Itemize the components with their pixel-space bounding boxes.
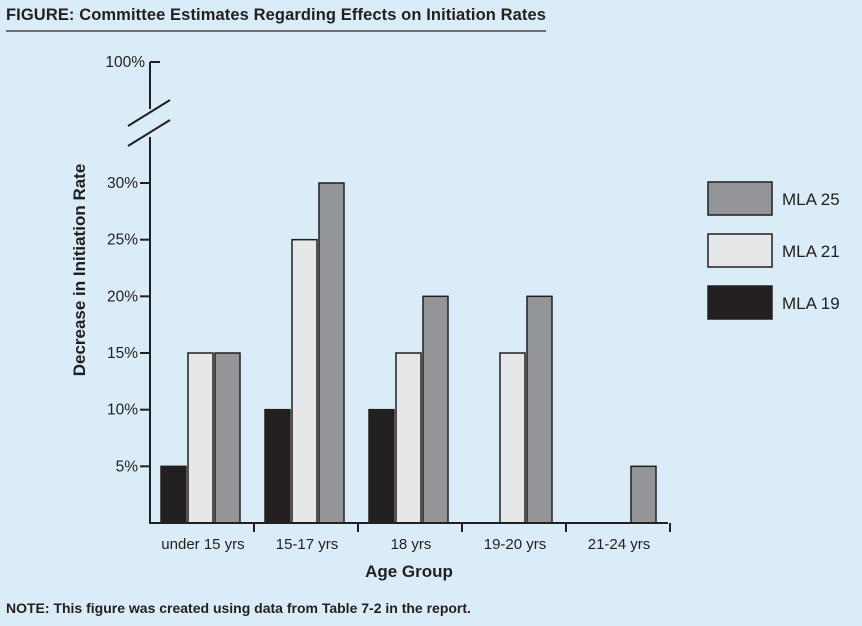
bar-mla-25-18-yrs <box>422 295 449 524</box>
y-tick-label-100: 100% <box>105 54 145 71</box>
bar-mla-25-19-20-yrs <box>526 295 553 524</box>
bar-mla-25-under-15-yrs <box>214 352 241 524</box>
axes-group <box>127 61 671 532</box>
x-label-15-17-yrs: 15-17 yrs <box>276 536 339 553</box>
y-axis-title: Decrease in Initiation Rate <box>70 164 89 377</box>
bar-mla-21-18-yrs <box>395 352 422 524</box>
bar-mla-19-under-15-yrs <box>160 465 187 524</box>
legend-swatch-mla-19 <box>707 285 773 320</box>
bar-mla-21-under-15-yrs <box>187 352 214 524</box>
legend-swatch-mla-21 <box>707 233 773 268</box>
x-label-18-yrs: 18 yrs <box>391 536 432 553</box>
x-label-under-15-yrs: under 15 yrs <box>161 536 244 553</box>
y-tick-label-10: 10% <box>107 402 138 419</box>
labels-group: 5% 10% 15% 20% 25% 30% 100% under 15 yrs 15-17 y… <box>70 54 650 581</box>
bar-mla-25-15-17-yrs <box>318 182 345 524</box>
figure-title: FIGURE: Committee Estimates Regarding Ef… <box>6 6 547 32</box>
y-tick-label-20: 20% <box>107 288 138 305</box>
bar-mla-21-19-20-yrs <box>499 352 526 524</box>
legend-label-mla-21: MLA 21 <box>782 242 840 261</box>
y-tick-label-5: 5% <box>116 458 139 475</box>
figure-note: NOTE: This figure was created using data… <box>6 600 471 616</box>
bars-group <box>160 182 657 524</box>
legend-label-mla-19: MLA 19 <box>782 294 840 313</box>
x-label-19-20-yrs: 19-20 yrs <box>484 536 547 553</box>
x-axis-title: Age Group <box>365 562 453 581</box>
x-label-21-24-yrs: 21-24 yrs <box>588 536 651 553</box>
y-tick-label-30: 30% <box>107 175 138 192</box>
y-tick-label-25: 25% <box>107 232 138 249</box>
bar-mla-19-15-17-yrs <box>264 408 291 524</box>
axis-break-mark-upper <box>127 99 171 127</box>
bar-mla-25-21-24-yrs <box>630 465 657 524</box>
legend-swatch-mla-25 <box>707 181 773 216</box>
axis-break-mark-lower <box>127 119 171 147</box>
y-tick-label-15: 15% <box>107 345 138 362</box>
bar-mla-21-15-17-yrs <box>291 238 318 524</box>
legend: MLA 25 MLA 21 MLA 19 <box>707 181 840 320</box>
bar-mla-19-18-yrs <box>368 408 395 524</box>
legend-label-mla-25: MLA 25 <box>782 190 840 209</box>
